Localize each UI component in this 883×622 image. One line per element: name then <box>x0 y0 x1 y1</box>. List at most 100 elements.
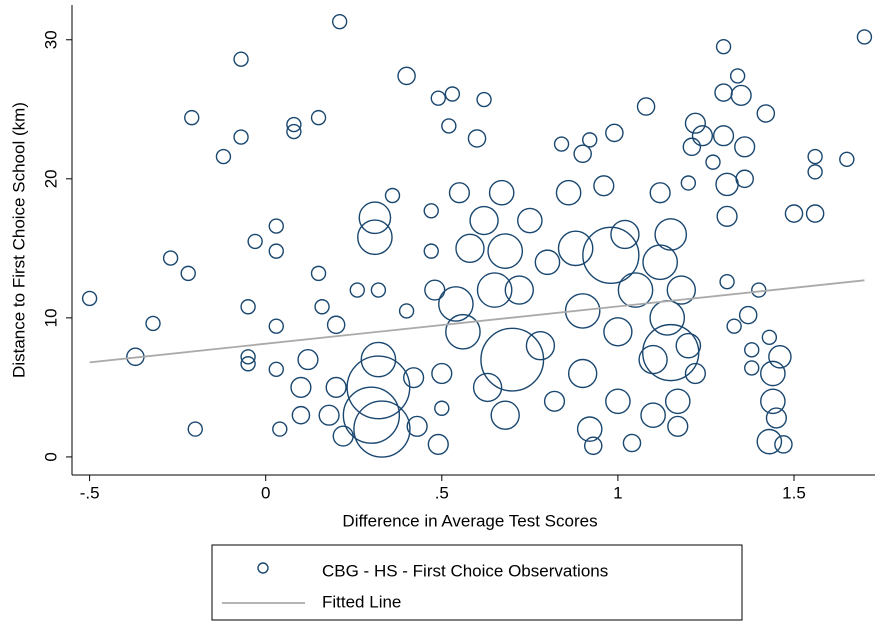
point <box>240 299 256 315</box>
point <box>215 148 232 165</box>
point <box>603 317 633 347</box>
point <box>268 243 284 259</box>
point <box>564 293 601 329</box>
point <box>719 274 735 290</box>
point <box>272 421 288 437</box>
point <box>856 29 873 45</box>
point <box>286 116 302 133</box>
point <box>444 86 461 102</box>
x-tick-label: -.5 <box>80 483 100 502</box>
point <box>233 129 249 145</box>
point <box>675 332 702 359</box>
x-tick-label: 1.5 <box>782 483 806 502</box>
point <box>331 13 348 30</box>
point <box>807 148 823 165</box>
point <box>691 125 714 147</box>
point <box>649 182 671 204</box>
point <box>504 275 534 305</box>
point <box>517 207 543 234</box>
point <box>326 315 346 335</box>
x-tick-label: .5 <box>435 483 449 502</box>
point <box>268 318 284 334</box>
point <box>487 233 524 269</box>
y-tick-label: 0 <box>41 452 60 461</box>
point <box>180 265 196 282</box>
point <box>756 428 783 455</box>
point <box>583 436 603 456</box>
point <box>617 272 654 308</box>
point <box>187 421 203 437</box>
point <box>774 435 793 454</box>
point <box>438 286 474 322</box>
point <box>286 123 302 140</box>
point <box>726 318 742 334</box>
legend-label: Fitted Line <box>322 592 401 611</box>
point <box>705 154 721 170</box>
point <box>297 348 319 371</box>
point <box>768 345 792 369</box>
point <box>469 205 499 236</box>
point <box>667 415 689 437</box>
point <box>247 233 263 250</box>
point <box>431 362 453 385</box>
point <box>448 182 471 204</box>
point <box>455 233 485 264</box>
point <box>555 179 582 206</box>
point <box>654 218 688 251</box>
point <box>756 104 776 123</box>
point <box>534 249 561 276</box>
legend-label: CBG - HS - First Choice Observations <box>322 561 608 580</box>
point <box>716 205 738 227</box>
point <box>290 376 312 398</box>
point <box>680 175 697 191</box>
point <box>398 303 415 319</box>
point <box>715 172 739 197</box>
point <box>476 91 492 108</box>
point <box>397 66 416 86</box>
point <box>488 179 515 206</box>
point <box>640 402 666 429</box>
point <box>730 84 752 106</box>
point <box>423 203 439 219</box>
point <box>445 313 481 350</box>
point <box>751 282 767 298</box>
legend-marker <box>257 562 269 574</box>
point <box>682 137 702 157</box>
point <box>666 275 696 305</box>
point <box>567 358 598 389</box>
point <box>738 305 758 325</box>
point <box>370 282 387 298</box>
y-tick-label: 20 <box>41 169 60 188</box>
point <box>476 272 513 308</box>
point <box>735 169 754 189</box>
point <box>593 175 615 197</box>
legend-frame <box>211 544 743 621</box>
point <box>525 330 556 361</box>
point <box>360 341 397 378</box>
point <box>427 433 449 456</box>
point <box>349 282 365 298</box>
point <box>430 90 446 106</box>
point <box>353 400 411 458</box>
fitted-line <box>89 279 865 364</box>
point <box>760 388 786 415</box>
point <box>145 315 161 332</box>
point <box>760 360 786 387</box>
point <box>664 388 691 415</box>
point <box>325 376 347 398</box>
point <box>715 39 732 55</box>
point <box>744 342 760 358</box>
point <box>761 329 778 346</box>
point <box>467 129 487 148</box>
point <box>582 226 640 284</box>
point <box>358 201 392 235</box>
point <box>310 265 327 282</box>
point <box>605 388 631 415</box>
point <box>744 360 760 376</box>
point <box>424 279 446 301</box>
point <box>684 362 706 385</box>
point <box>268 218 284 234</box>
point <box>765 407 787 429</box>
